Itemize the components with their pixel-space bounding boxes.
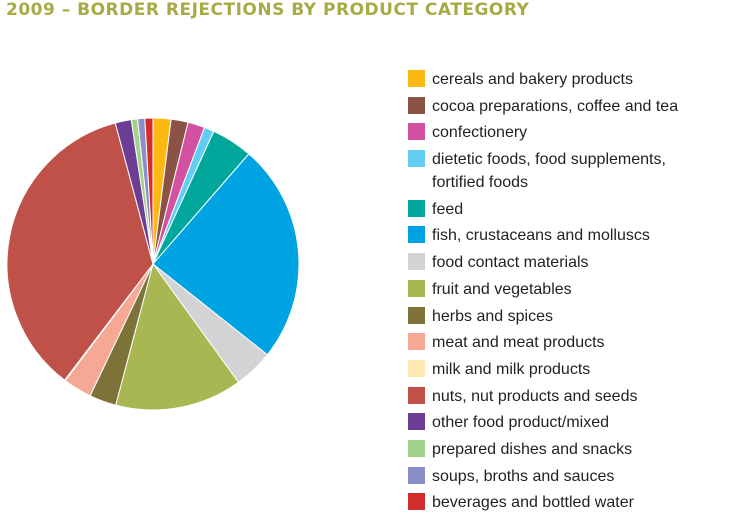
legend-item: beverages and bottled water <box>408 491 728 514</box>
legend-label: milk and milk products <box>432 360 591 378</box>
legend-swatch <box>408 466 425 484</box>
legend-swatch <box>408 96 425 114</box>
legend-item: fish, crustaceans and molluscs <box>408 224 728 247</box>
legend-swatch <box>408 279 425 297</box>
legend-label: food contact materials <box>432 254 589 272</box>
pie-slice <box>115 262 240 411</box>
legend-label: confectionery <box>432 124 528 142</box>
legend-label: fortified foods <box>432 174 529 192</box>
legend-swatch <box>408 439 425 457</box>
legend-item: prepared dishes and snacks <box>408 438 728 461</box>
legend-swatch <box>408 359 425 377</box>
legend-label: fish, crustaceans and molluscs <box>432 227 650 245</box>
legend: cereals and bakery products cocoa prepara… <box>408 68 728 518</box>
pie-slice <box>152 153 300 356</box>
legend-swatch <box>408 386 425 404</box>
legend-swatch <box>408 199 425 217</box>
legend-label: cereals and bakery products <box>432 71 633 88</box>
legend-item: cocoa preparations, coffee and tea <box>408 95 728 118</box>
legend-label: feed <box>432 200 464 218</box>
legend-label: nuts, nut products and seeds <box>432 387 638 405</box>
legend-swatch <box>408 150 425 168</box>
legend-item: fruit and vegetables <box>408 278 728 301</box>
legend-swatch <box>408 123 425 141</box>
legend-label: cocoa preparations, coffee and tea <box>432 97 679 115</box>
legend-item: nuts, nut products and seeds <box>408 385 728 408</box>
legend-swatch <box>408 226 425 244</box>
legend-label: dietetic foods, food supplements, <box>432 151 666 169</box>
legend-item: cereals and bakery products <box>408 68 728 91</box>
legend-item: feed <box>408 198 728 221</box>
legend-swatch <box>408 253 425 271</box>
legend-item: soups, broths and sauces <box>408 465 728 488</box>
legend-swatch <box>408 413 425 431</box>
legend-label: beverages and bottled water <box>432 494 634 512</box>
pie-slice <box>6 122 154 381</box>
legend-label: soups, broths and sauces <box>432 467 615 485</box>
legend-label: herbs and spices <box>432 307 553 325</box>
legend-swatch <box>408 70 425 87</box>
pie-slice <box>144 117 154 265</box>
legend-item: other food product/mixed <box>408 411 728 434</box>
legend-label: other food product/mixed <box>432 414 609 432</box>
legend-item: dietetic foods, food supplements, fortifi… <box>408 148 728 194</box>
legend-item: food contact materials <box>408 251 728 274</box>
legend-label: fruit and vegetables <box>432 280 572 298</box>
legend-swatch <box>408 493 425 511</box>
legend-item: confectionery <box>408 121 728 144</box>
legend-swatch <box>408 333 425 351</box>
legend-swatch <box>408 306 425 324</box>
legend-item: herbs and spices <box>408 305 728 328</box>
legend-label: prepared dishes and snacks <box>432 440 633 458</box>
legend-label: meat and meat products <box>432 334 605 352</box>
legend-item: milk and milk products <box>408 358 728 381</box>
legend-item: meat and meat products <box>408 331 728 354</box>
chart-title: 2009 – BORDER REJECTIONS BY PRODUCT CATE… <box>6 0 530 20</box>
